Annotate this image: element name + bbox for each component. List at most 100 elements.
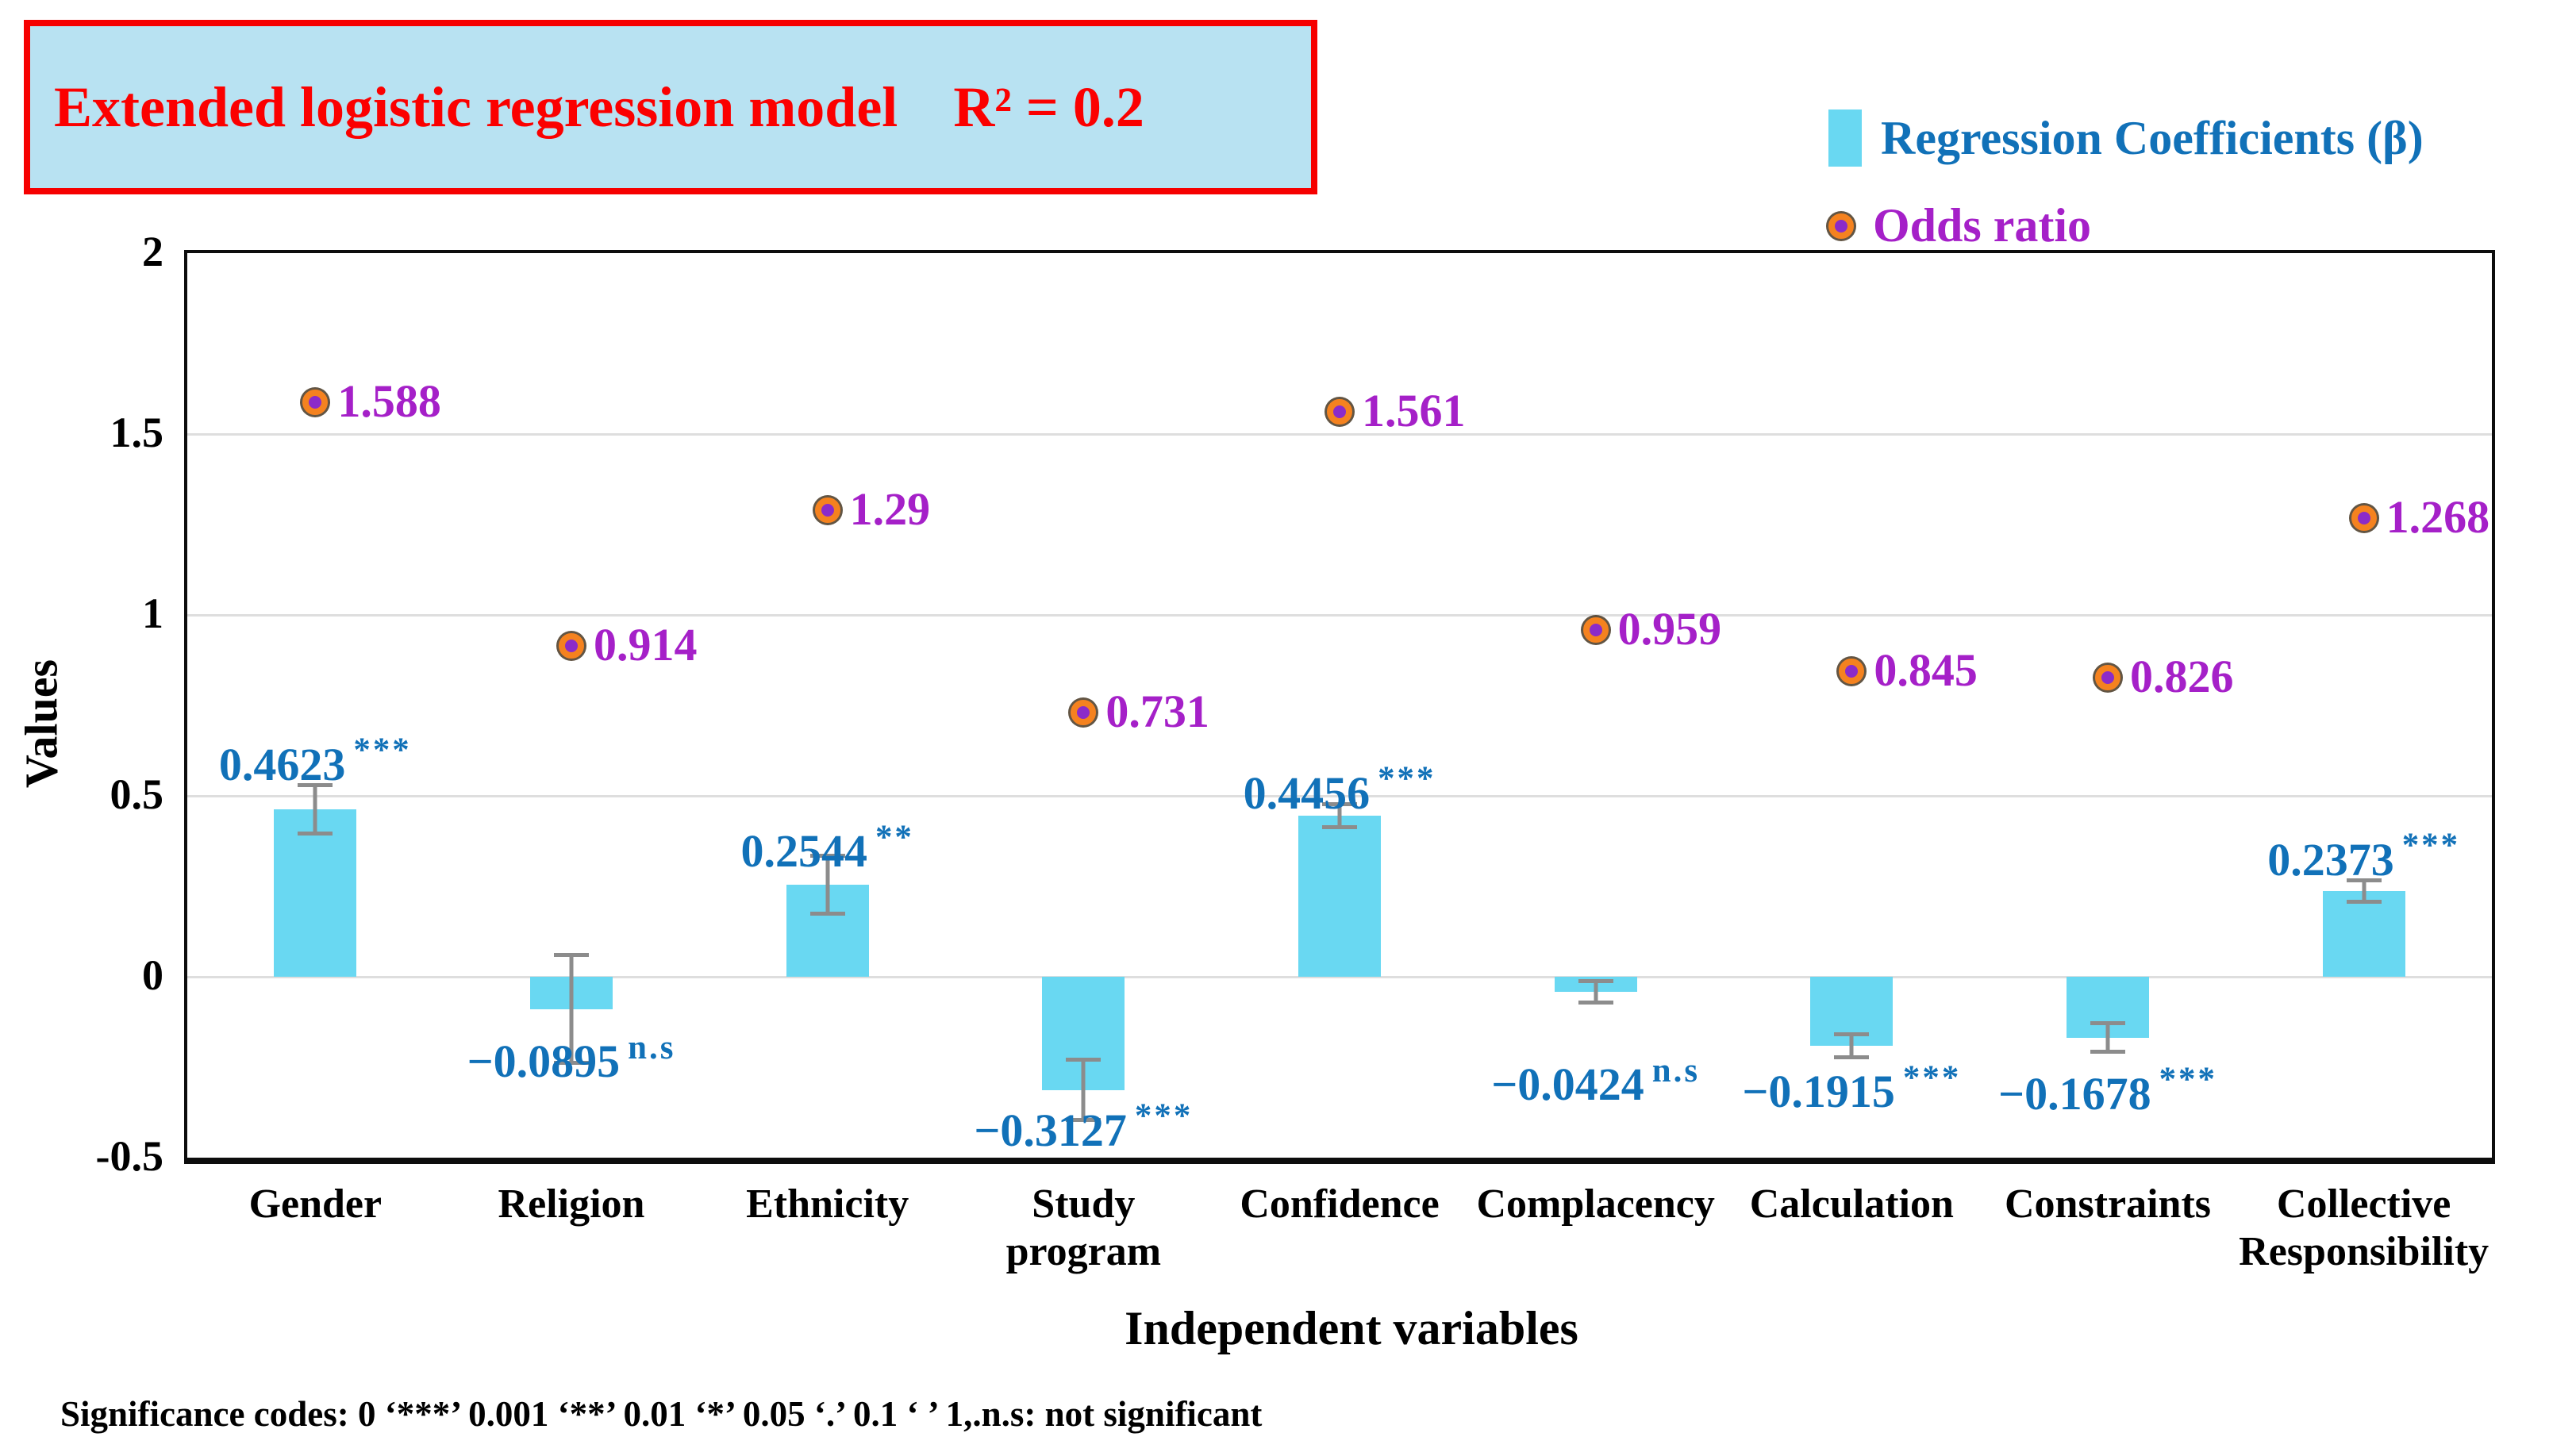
- error-bar: [809, 854, 845, 916]
- odds-ratio-dot: [814, 497, 840, 523]
- odds-ratio-label: 1.268: [2386, 490, 2490, 543]
- y-tick-label: 0.5: [110, 770, 164, 818]
- legend-item-coefficients: Regression Coefficients (β): [1828, 109, 2424, 167]
- gridline: [187, 795, 2492, 797]
- error-bar-cap-bottom: [2346, 899, 2382, 904]
- error-bar-line: [1081, 1058, 1086, 1122]
- value-label: −0.1678 ***: [1998, 1062, 2217, 1117]
- coefficient-value: 0.4623: [218, 738, 346, 790]
- error-bar-cap-top: [1834, 1032, 1870, 1037]
- odds-ratio-dot: [302, 389, 329, 415]
- error-bar-cap-bottom: [809, 911, 845, 916]
- model-title-box: Extended logistic regression model R² = …: [24, 20, 1317, 194]
- significance-marker: ***: [2159, 1061, 2217, 1099]
- error-bar-cap-bottom: [1322, 824, 1357, 829]
- error-bar: [2090, 1020, 2125, 1055]
- x-tick-label: Collective Responsibility: [2239, 1181, 2489, 1274]
- error-bar-cap-bottom: [1834, 1055, 1870, 1060]
- odds-ratio-dot: [2351, 505, 2377, 531]
- coefficient-value: −0.0895: [467, 1035, 621, 1088]
- error-bar-cap-bottom: [2090, 1050, 2125, 1055]
- error-bar-cap-top: [1322, 801, 1357, 806]
- odds-ratio-dot: [2095, 665, 2120, 691]
- error-bar-line: [1594, 979, 1598, 1005]
- x-tick-label: Ethnicity: [746, 1181, 909, 1227]
- error-bar-line: [313, 782, 317, 836]
- error-bar-line: [569, 953, 574, 1066]
- odds-ratio-label: 1.561: [1362, 385, 1466, 437]
- value-label: −0.3127 ***: [974, 1099, 1193, 1154]
- bar-swatch-icon: [1828, 109, 1862, 167]
- odds-ratio-dot: [1839, 658, 1865, 684]
- gridline: [187, 614, 2492, 617]
- y-tick-label: -0.5: [95, 1132, 163, 1180]
- significance-marker: n.s: [1651, 1051, 1701, 1089]
- x-tick-label: Gender: [248, 1181, 383, 1227]
- r-squared-label: R² = 0.2: [953, 75, 1144, 139]
- odds-ratio-label: 0.731: [1105, 685, 1209, 737]
- x-axis-title: Independent variables: [1125, 1302, 1578, 1354]
- significance-marker: n.s: [628, 1028, 676, 1066]
- significance-codes-note: Significance codes: 0 ‘***’ 0.001 ‘**’ 0…: [60, 1394, 1263, 1434]
- value-label: 0.4456 ***: [1244, 762, 1436, 816]
- odds-ratio-dot: [1071, 699, 1097, 725]
- model-title: Extended logistic regression model: [54, 75, 898, 139]
- y-tick-label: 2: [142, 228, 163, 275]
- error-bar-line: [2362, 878, 2366, 904]
- significance-marker: ***: [1378, 760, 1436, 798]
- error-bar: [1578, 979, 1613, 1005]
- error-bar: [554, 953, 589, 1066]
- bar: [1298, 815, 1381, 977]
- y-tick-label: 1: [142, 590, 163, 637]
- error-bar: [1322, 801, 1357, 829]
- odds-ratio-label: 1.29: [849, 482, 931, 535]
- value-label: 0.2544 **: [740, 820, 913, 878]
- error-bar-cap-top: [1578, 979, 1613, 984]
- odds-ratio-dot: [1582, 617, 1609, 643]
- plot-area: [184, 250, 2495, 1164]
- value-label: −0.1915 ***: [1742, 1061, 1961, 1115]
- odds-ratio-label: 0.914: [594, 619, 698, 671]
- legend-item-odds-ratio: Odds ratio: [1828, 198, 2424, 253]
- odds-ratio-dot: [559, 633, 584, 659]
- error-bar-cap-top: [554, 953, 589, 958]
- odds-ratio-label: 0.959: [1617, 602, 1722, 655]
- significance-marker: ***: [353, 732, 412, 770]
- error-bar-cap-top: [298, 782, 333, 787]
- error-bar-cap-top: [2346, 878, 2382, 882]
- significance-marker: ***: [1134, 1097, 1194, 1135]
- error-bar: [298, 782, 333, 836]
- x-tick-label: Confidence: [1240, 1181, 1440, 1227]
- error-bar-cap-top: [1066, 1058, 1102, 1062]
- significance-marker: **: [875, 818, 914, 856]
- gridline: [187, 976, 2492, 978]
- error-bar-cap-top: [2090, 1020, 2125, 1025]
- error-bar-cap-bottom: [1578, 1001, 1613, 1005]
- odds-ratio-label: 1.588: [337, 375, 441, 427]
- error-bar-line: [2105, 1020, 2110, 1055]
- coefficient-value: −0.3127: [974, 1104, 1127, 1156]
- error-bar-line: [1337, 801, 1342, 829]
- value-label: −0.0424 n.s: [1491, 1054, 1700, 1108]
- error-bar-cap-bottom: [298, 832, 333, 836]
- x-tick-label: Complacency: [1476, 1181, 1715, 1227]
- odds-dot-icon: [1828, 213, 1854, 239]
- coefficient-value: 0.2544: [740, 825, 867, 878]
- value-label: 0.2373 ***: [2267, 828, 2460, 886]
- odds-ratio-dot: [1327, 399, 1352, 425]
- error-bar-cap-bottom: [1066, 1117, 1102, 1122]
- error-bar-line: [825, 854, 830, 916]
- error-bar-line: [1849, 1032, 1854, 1060]
- coefficient-value: −0.0424: [1491, 1058, 1644, 1111]
- y-tick-label: 0: [142, 951, 163, 999]
- bar: [2322, 890, 2405, 977]
- significance-marker: ***: [2401, 827, 2461, 865]
- error-bar-cap-top: [809, 854, 845, 859]
- coefficient-value: 0.2373: [2267, 833, 2394, 886]
- x-tick-label: Constraints: [2004, 1181, 2212, 1227]
- gridline: [187, 433, 2492, 436]
- legend-label-odds-ratio: Odds ratio: [1873, 199, 2092, 252]
- odds-ratio-label: 0.845: [1874, 643, 1978, 696]
- odds-ratio-label: 0.826: [2130, 651, 2234, 703]
